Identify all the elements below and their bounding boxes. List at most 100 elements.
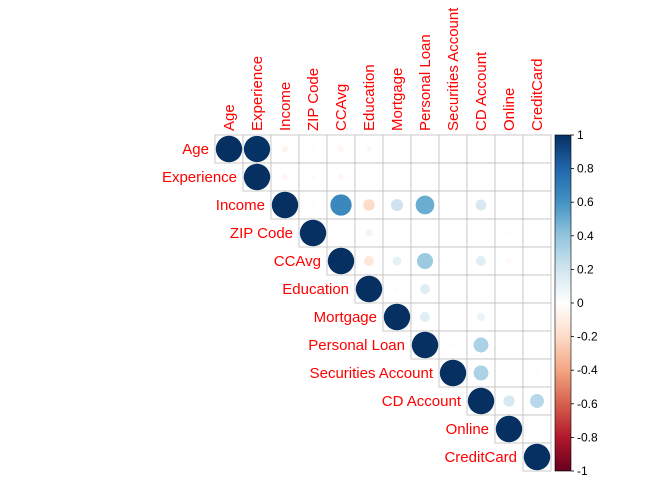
row-label-mortgage: Mortgage — [314, 309, 377, 326]
corr-circle-age-creditcard — [535, 147, 539, 151]
row-label-cd-account: CD Account — [382, 393, 462, 410]
row-labels: Age Experience Income ZIP Code CCAvg Educatio… — [162, 141, 517, 466]
corr-circle-mortgage-personal-loan — [420, 312, 430, 322]
corr-circle-zip-code-education — [365, 229, 373, 237]
grid — [214, 134, 552, 472]
col-label-creditcard: CreditCard — [529, 58, 546, 131]
colorbar-tick-label: -0.6 — [577, 397, 598, 411]
corr-circle-securities-account-securities-account — [439, 359, 467, 387]
colorbar-gradient — [554, 134, 572, 472]
row-label-personal-loan: Personal Loan — [308, 337, 405, 354]
corr-circle-ccavg-personal-loan — [416, 252, 434, 270]
corr-circle-age-personal-loan — [423, 147, 427, 151]
corr-circle-securities-account-cd-account — [473, 365, 489, 381]
colorbar-tick-label: -0.4 — [577, 363, 598, 377]
colorbar-tick-label: 0.4 — [577, 229, 594, 243]
corr-circle-experience-education — [367, 175, 371, 179]
corr-circle-zip-code-ccavg — [339, 231, 343, 235]
corr-circle-education-mortgage — [394, 286, 400, 292]
corr-circle-education-personal-loan — [420, 284, 430, 294]
colorbar-tick-label: 0.2 — [577, 262, 594, 276]
grid-cell — [438, 134, 468, 164]
corr-circle-zip-code-creditcard — [535, 231, 539, 235]
corr-circle-income-ccavg — [330, 194, 352, 216]
corr-circle-securities-account-creditcard — [535, 371, 539, 375]
row-label-education: Education — [282, 281, 349, 298]
corr-circle-experience-ccavg — [338, 174, 344, 180]
corr-circle-age-age — [215, 135, 243, 163]
corr-circle-ccavg-ccavg — [327, 247, 355, 275]
corr-circle-experience-mortgage — [395, 175, 399, 179]
grid-cell — [522, 330, 552, 360]
col-label-personal-loan: Personal Loan — [417, 34, 434, 131]
row-label-securities-account: Securities Account — [310, 365, 434, 382]
col-label-online: Online — [501, 88, 518, 131]
corr-circle-ccavg-mortgage — [392, 256, 402, 266]
corr-circle-age-zip-code — [310, 146, 316, 152]
colorbar-tick-label: 1 — [577, 128, 584, 142]
corr-circle-age-experience — [243, 135, 271, 163]
row-label-experience: Experience — [162, 169, 237, 186]
colorbar-tick-label: -0.2 — [577, 330, 598, 344]
row-label-zip-code: ZIP Code — [230, 225, 293, 242]
corr-circle-zip-code-online — [507, 231, 511, 235]
corr-circle-age-income — [281, 145, 289, 153]
corr-circle-income-personal-loan — [415, 195, 435, 215]
color-legend: 1 0.8 0.6 0.4 0.2 0 -0.2 -0.4 -0.6 -0.8 -1 — [554, 128, 598, 478]
corr-circle-zip-code-cd-account — [479, 231, 483, 235]
grid-cell — [410, 218, 440, 248]
corr-circle-ccavg-education — [364, 256, 374, 266]
corr-circle-mortgage-creditcard — [535, 315, 539, 319]
grid-cell — [494, 162, 524, 192]
grid-cell — [438, 218, 468, 248]
row-label-income: Income — [216, 197, 265, 214]
corr-circle-mortgage-securities-account — [451, 315, 455, 319]
corr-circle-age-mortgage — [395, 147, 399, 151]
corr-circle-experience-personal-loan — [423, 175, 427, 179]
corr-circle-age-education — [366, 146, 372, 152]
corr-circle-education-online — [507, 287, 511, 291]
grid-cell — [270, 162, 300, 192]
corr-circle-mortgage-mortgage — [383, 303, 411, 331]
corr-circle-mortgage-online — [507, 315, 511, 319]
row-label-age: Age — [182, 141, 209, 158]
col-label-education: Education — [361, 64, 378, 131]
corr-circle-income-cd-account — [475, 199, 487, 211]
grid-cell — [410, 134, 440, 164]
corr-circle-personal-loan-cd-account — [473, 337, 489, 353]
grid-cell — [522, 190, 552, 220]
corr-circle-personal-loan-personal-loan — [411, 331, 439, 359]
corr-circle-experience-cd-account — [479, 175, 483, 179]
colorbar-tick-label: -0.8 — [577, 430, 598, 444]
col-label-securities-account: Securities Account — [445, 7, 462, 131]
corr-circle-cd-account-cd-account — [467, 387, 495, 415]
corr-circle-experience-zip-code — [310, 174, 316, 180]
corr-circle-ccavg-creditcard — [535, 259, 539, 263]
corr-circle-education-education — [355, 275, 383, 303]
col-label-age: Age — [221, 104, 238, 131]
row-label-creditcard: CreditCard — [444, 449, 517, 466]
corr-circle-income-education — [363, 199, 375, 211]
grid-cell — [522, 414, 552, 444]
corr-circle-cd-account-online — [503, 395, 515, 407]
correlation-circles — [215, 135, 551, 471]
corr-circle-education-cd-account — [479, 287, 483, 291]
column-labels: Age Experience Income ZIP Code CCAvg Educatio… — [221, 7, 546, 131]
colorbar-tick-label: 0 — [577, 296, 584, 310]
corr-circle-online-online — [495, 415, 523, 443]
corr-circle-creditcard-creditcard — [523, 443, 551, 471]
corr-circle-cd-account-creditcard — [530, 394, 544, 408]
grid-cell — [438, 162, 468, 192]
corr-circle-experience-creditcard — [535, 175, 539, 179]
col-label-zip-code: ZIP Code — [305, 68, 322, 131]
colorbar-ticks: 1 0.8 0.6 0.4 0.2 0 -0.2 -0.4 -0.6 -0.8 -1 — [571, 128, 598, 478]
row-label-online: Online — [446, 421, 489, 438]
corr-circle-zip-code-mortgage — [395, 231, 399, 235]
colorbar-tick-label: 0.8 — [577, 162, 594, 176]
corr-circle-ccavg-cd-account — [476, 256, 486, 266]
corr-circle-zip-code-zip-code — [299, 219, 327, 247]
corr-circle-personal-loan-securities-account — [451, 343, 455, 347]
corr-circle-income-zip-code — [311, 203, 315, 207]
corr-circle-income-online — [507, 203, 511, 207]
